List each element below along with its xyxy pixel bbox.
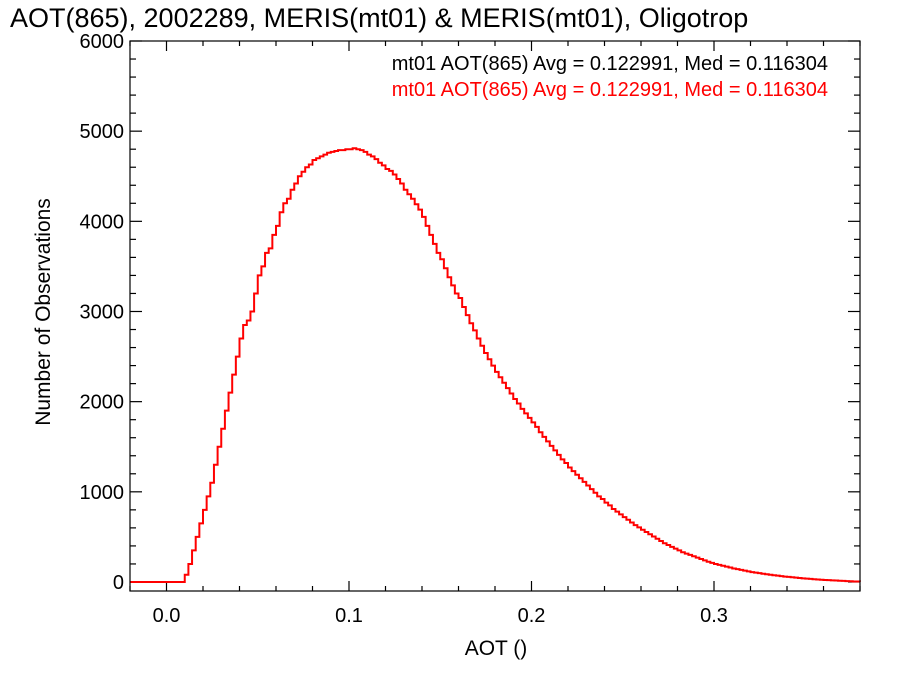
plot-frame bbox=[129, 40, 861, 592]
y-axis-label: Number of Observations bbox=[32, 198, 55, 426]
y-tick-label: 4000 bbox=[80, 211, 125, 233]
y-tick-label: 1000 bbox=[80, 482, 125, 504]
legend-entry-black: mt01 AOT(865) Avg = 0.122991, Med = 0.11… bbox=[392, 53, 828, 75]
legend-entry-red: mt01 AOT(865) Avg = 0.122991, Med = 0.11… bbox=[392, 79, 828, 101]
x-tick-label: 0.3 bbox=[700, 605, 728, 627]
y-tick-label: 6000 bbox=[80, 31, 125, 53]
x-tick-label: 0.1 bbox=[335, 605, 363, 627]
x-axis-label: AOT () bbox=[465, 637, 528, 660]
y-tick-label: 3000 bbox=[80, 301, 125, 323]
y-tick-label: 2000 bbox=[80, 392, 125, 414]
x-tick-label: 0.0 bbox=[153, 605, 181, 627]
axis-tick-labels: 0.0 0.1 0.2 0.3 0 1000 2000 3000 4000 5000 6000 bbox=[80, 31, 728, 627]
histogram-series-line bbox=[130, 147, 861, 583]
chart-title: AOT(865), 2002289, MERIS(mt01) & MERIS(m… bbox=[10, 3, 748, 33]
y-tick-label: 0 bbox=[113, 572, 124, 594]
x-tick-label: 0.2 bbox=[518, 605, 546, 627]
y-axis-label-group: Number of Observations bbox=[32, 198, 55, 426]
y-tick-label: 5000 bbox=[80, 121, 125, 143]
